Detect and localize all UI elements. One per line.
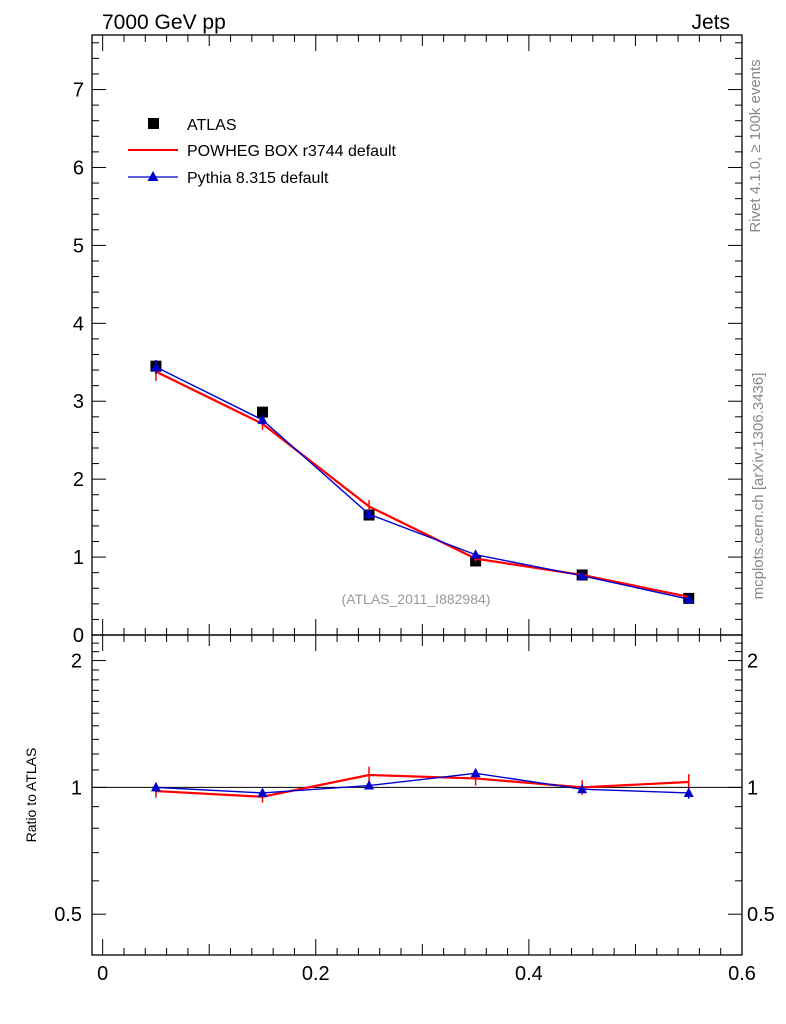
main-y-tick-label: 3 (73, 391, 84, 413)
pythia-main-point (470, 549, 481, 559)
x-tick-label: 0.4 (515, 963, 543, 985)
pythia-ratio-point (470, 767, 481, 778)
pythia-main-point (150, 361, 161, 371)
pythia-main-point (257, 414, 268, 424)
ratio-y-axis: 0.5 0.5 1 1 2 2 (54, 634, 775, 956)
x-tick-label: 0 (97, 963, 108, 985)
main-y-tick-label: 6 (73, 157, 84, 179)
analysis-label: (ATLAS_2011_I882984) (342, 591, 491, 607)
header-collision-label: 7000 GeV pp (102, 11, 226, 34)
main-plot-series (150, 359, 695, 604)
ratio-y-tick-label: 2 (71, 651, 82, 673)
rivet-version-label: Rivet 4.1.0, ≥ 100k events (747, 59, 764, 232)
legend-atlas-marker (148, 118, 159, 129)
ratio-plot-series (150, 766, 694, 803)
pythia-ratio-point (257, 787, 268, 797)
pythia-main-point (683, 593, 694, 604)
pythia-main-point (364, 508, 375, 519)
x-tick-label: 0.2 (302, 963, 330, 985)
ratio-y-tick-label-right: 1 (747, 777, 758, 799)
main-y-tick-label: 5 (73, 235, 84, 257)
pythia-ratio-line (155, 772, 689, 794)
ratio-y-tick-label: 0.5 (54, 904, 82, 926)
pythia-ratio-point (364, 780, 375, 790)
ratio-plot-frame (91, 634, 743, 956)
pythia-main-point (577, 570, 588, 580)
powheg-main-line (155, 370, 689, 598)
main-y-axis: 0 1 2 3 4 5 6 7 (73, 42, 742, 647)
ratio-y-tick-label-right: 0.5 (747, 904, 775, 926)
main-y-tick-label: 0 (73, 625, 84, 647)
ratio-y-tick-label: 1 (71, 777, 82, 799)
legend-atlas-label: ATLAS (187, 117, 237, 134)
legend-pythia-label: Pythia 8.315 default (187, 170, 329, 187)
powheg-ratio-line (155, 773, 689, 798)
mcplots-source-label: mcplots.cern.ch [arXiv:1306.3436] (750, 373, 767, 600)
atlas-main-point (256, 406, 268, 418)
ratio-y-tick-label-right: 2 (747, 651, 758, 673)
ratio-y-axis-label: Ratio to ATLAS (23, 748, 39, 843)
legend-pythia-marker (147, 171, 159, 181)
pythia-main-line (155, 366, 689, 600)
legend-powheg-label: POWHEG BOX r3744 default (187, 143, 397, 160)
pythia-ratio-point (683, 787, 694, 797)
x-tick-label: 0.6 (728, 963, 756, 985)
main-y-tick-label: 1 (73, 547, 84, 569)
header-category-label: Jets (691, 11, 730, 34)
legend: ATLAS POWHEG BOX r3744 default Pythia 8.… (128, 117, 397, 187)
main-y-tick-label: 7 (73, 80, 84, 102)
pythia-ratio-point (577, 783, 588, 794)
pythia-ratio-point (150, 781, 161, 792)
main-y-tick-label: 4 (73, 313, 84, 335)
x-axis: 0 0.2 0.4 0.6 (97, 35, 756, 985)
main-y-tick-label: 2 (73, 469, 84, 491)
